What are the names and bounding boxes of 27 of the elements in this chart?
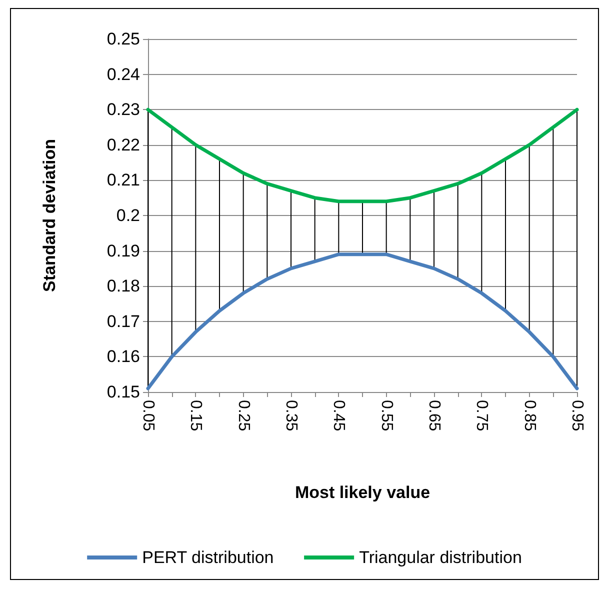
x-tick-label: 0.15 (187, 400, 204, 432)
x-tick-label: 0.75 (473, 400, 490, 432)
y-tick-label: 0.2 (116, 206, 140, 225)
x-tick-label: 0.05 (140, 400, 156, 432)
y-tick-label: 0.24 (106, 64, 140, 84)
x-tick-label: 0.85 (520, 400, 538, 432)
line-series (146, 252, 579, 390)
legend-label: Triangular distribution (359, 548, 522, 567)
line-series (146, 108, 579, 204)
y-axis-title: Standard deviation (40, 138, 59, 292)
y-tick-label: 0.23 (106, 100, 140, 120)
y-tick-label: 0.19 (106, 241, 140, 260)
x-tick-label: 0.65 (426, 400, 442, 432)
x-tick-label: 0.35 (282, 400, 300, 432)
y-tick-label: 0.22 (106, 135, 140, 154)
x-tick-label: 0.55 (378, 400, 395, 432)
y-tick-label: 0.25 (106, 30, 140, 48)
x-tick-label: 0.45 (330, 400, 348, 432)
y-tick-label: 0.17 (106, 312, 140, 331)
y-tick-label: 0.15 (106, 382, 140, 402)
x-tick-label: 0.25 (234, 400, 252, 432)
legend-label: PERT distribution (142, 548, 274, 567)
y-tick-label: 0.18 (106, 276, 140, 296)
x-axis-title: Most likely value (294, 483, 430, 502)
y-tick-label: 0.16 (106, 347, 140, 366)
x-tick-label: 0.95 (568, 400, 586, 432)
y-tick-label: 0.21 (106, 170, 140, 190)
